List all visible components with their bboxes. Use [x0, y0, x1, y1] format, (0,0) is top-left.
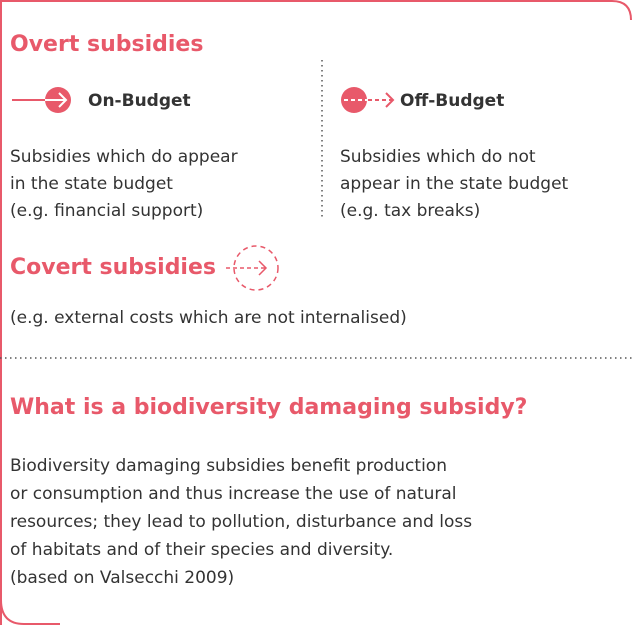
text-line: in the state budget [10, 174, 173, 194]
section-title: What is a biodiversity damaging subsidy? [10, 395, 527, 420]
text-line: resources; they lead to pollution, distu… [10, 512, 472, 532]
section-title: Overt subsidies [10, 32, 203, 57]
text-line: Subsidies which do appear [10, 147, 238, 167]
text-line: (e.g. external costs which are not inter… [10, 308, 407, 328]
on-budget-label: On-Budget [88, 91, 191, 111]
text-line: (e.g. tax breaks) [340, 201, 480, 221]
covert-icon [226, 245, 279, 291]
text-line: or consumption and thus increase the use… [10, 484, 457, 504]
text-line: (based on Valsecchi 2009) [10, 568, 234, 588]
text-line: of habitats and of their species and div… [10, 540, 393, 560]
text-line: (e.g. financial support) [10, 201, 203, 221]
text-line: Subsidies which do not [340, 147, 536, 167]
off-budget-icon [341, 87, 395, 113]
text-line: appear in the state budget [340, 174, 569, 194]
off-budget-label: Off-Budget [400, 91, 504, 111]
text-line: Biodiversity damaging subsidies benefit … [10, 456, 447, 476]
on-budget-icon [12, 87, 71, 113]
section-title: Covert subsidies [10, 255, 216, 280]
